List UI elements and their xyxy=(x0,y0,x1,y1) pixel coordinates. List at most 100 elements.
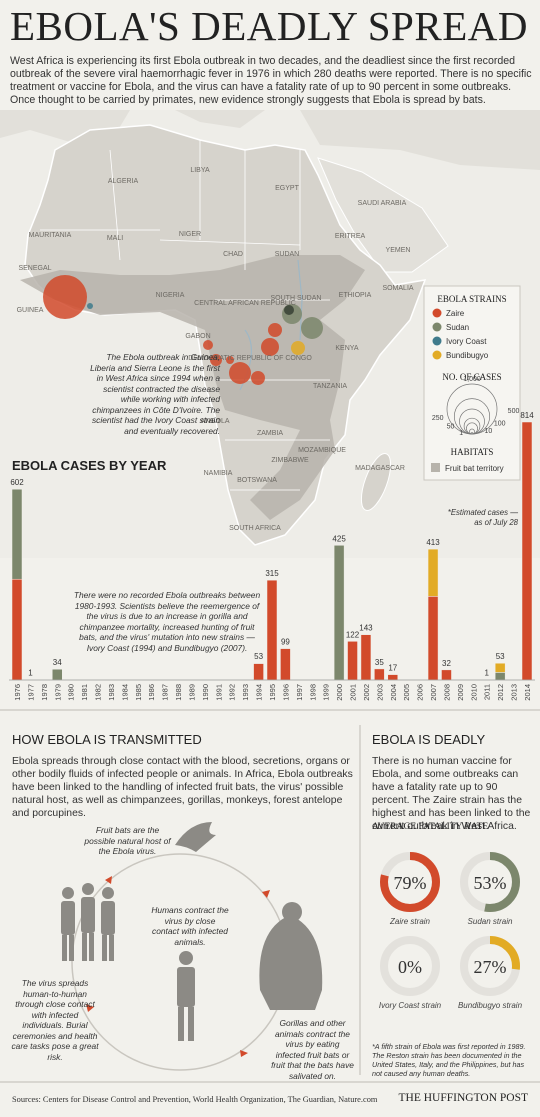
x-tick-label: 2003 xyxy=(375,684,384,701)
total-label: 814 xyxy=(520,411,534,420)
country-label: ERITREA xyxy=(335,233,366,240)
country-label: MADAGASCAR xyxy=(355,465,405,472)
x-tick-label: 2012 xyxy=(496,684,505,701)
outbreak xyxy=(268,323,282,337)
x-tick-label: 1985 xyxy=(134,684,143,701)
country-label: NIGERIA xyxy=(156,292,185,299)
legend-swatch xyxy=(432,322,442,332)
map-annotation: The Ebola outbreak in Guinea, Liberia an… xyxy=(90,352,220,436)
size-key xyxy=(470,432,474,435)
donut-value: 79% xyxy=(394,873,427,893)
x-tick-label: 1998 xyxy=(308,684,317,701)
outbreak xyxy=(210,354,222,366)
donut-value: 0% xyxy=(398,957,422,977)
chart-annotation: There were no recorded Ebola outbreaks b… xyxy=(73,590,261,653)
country-label: SOUTH AFRICA xyxy=(229,525,281,532)
x-tick-label: 2004 xyxy=(389,684,398,701)
legend-swatch xyxy=(432,308,442,318)
donut-track xyxy=(380,936,440,996)
x-tick-label: 2011 xyxy=(483,684,492,700)
legend-box xyxy=(423,285,521,481)
country-label: SENEGAL xyxy=(18,265,51,272)
donut-value: 53% xyxy=(474,873,507,893)
country-label: CENTRAL AFRICAN REPUBLIC xyxy=(194,300,296,307)
step-caption: Fruit bats are the possible natural host… xyxy=(84,825,171,856)
country-label: GABON xyxy=(185,333,210,340)
outbreak xyxy=(251,371,265,385)
x-tick-label: 2005 xyxy=(402,684,411,701)
x-tick-label: 1990 xyxy=(201,684,210,701)
country-label: SAUDI ARABIA xyxy=(358,200,407,207)
outbreak-circles xyxy=(43,275,323,385)
x-tick-label: 1988 xyxy=(174,684,183,701)
bar xyxy=(280,648,291,681)
x-tick-label: 2000 xyxy=(335,684,344,701)
chart-note: *Estimated cases — as of July 28 xyxy=(447,508,518,527)
chart-title: EBOLA CASES BY YEAR xyxy=(12,458,167,473)
donut-label: Sudan strain xyxy=(468,917,513,926)
x-tick-label: 1987 xyxy=(161,684,170,701)
legend-title: HABITATS xyxy=(451,447,494,457)
donut-label: Bundibugyo strain xyxy=(458,1001,523,1010)
size-key-label: 100 xyxy=(494,421,506,428)
country-label: ETHIOPIA xyxy=(339,292,372,299)
size-key-label: 10 xyxy=(485,428,493,435)
bar xyxy=(521,421,533,681)
bar xyxy=(11,578,23,681)
intro: West Africa is experiencing its first Eb… xyxy=(10,55,532,106)
donut-value: 27% xyxy=(474,957,507,977)
size-key-label: 500 xyxy=(508,408,520,415)
x-tick-label: 1984 xyxy=(120,684,129,701)
total-label: 122 xyxy=(346,630,360,639)
outbreak xyxy=(203,340,213,350)
size-key-label: 250 xyxy=(432,415,444,422)
x-tick-label: 1995 xyxy=(268,684,277,701)
x-tick-label: 1989 xyxy=(187,684,196,701)
country-label: CHAD xyxy=(223,251,243,258)
legend-label: Ivory Coast xyxy=(446,337,487,346)
size-key-label: 50 xyxy=(447,424,455,431)
country-label: GUINEA xyxy=(17,307,44,314)
donut-label: Ivory Coast strain xyxy=(379,1001,442,1010)
country-label: MAURITANIA xyxy=(29,232,72,239)
country-label: SUDAN xyxy=(275,251,300,258)
bar xyxy=(427,548,439,597)
total-label: 413 xyxy=(426,538,440,547)
europe-land xyxy=(0,110,540,170)
bar xyxy=(374,668,385,681)
fruit-bat-territory xyxy=(20,255,365,520)
country-label: ANGOLA xyxy=(200,418,230,425)
bar xyxy=(347,641,358,681)
total-label: 32 xyxy=(442,659,451,668)
total-label: 143 xyxy=(359,624,373,633)
x-tick-label: 2001 xyxy=(349,684,358,701)
x-tick-label: 1999 xyxy=(322,684,331,701)
outbreak xyxy=(87,303,93,309)
country-label: BOTSWANA xyxy=(237,477,277,484)
bar xyxy=(333,545,345,681)
section-title: EBOLA IS DEADLY xyxy=(372,732,486,747)
x-tick-label: 1977 xyxy=(26,684,35,701)
total-label: 1 xyxy=(485,669,490,678)
size-key-label: 1,000 xyxy=(463,376,481,383)
country-label: YEMEN xyxy=(386,247,411,254)
bar xyxy=(387,674,399,681)
rate-title: AVERAGE FATALITY RATE xyxy=(372,822,489,832)
bar xyxy=(253,663,264,681)
x-tick-label: 1979 xyxy=(53,684,62,701)
outbreak xyxy=(229,362,251,384)
country-label: MOZAMBIQUE xyxy=(298,447,346,454)
country-label: ALGERIA xyxy=(108,178,139,185)
arabia-land xyxy=(317,157,449,273)
donut-arc xyxy=(460,852,520,912)
country-label: EGYPT xyxy=(275,185,299,192)
x-tick-label: 1982 xyxy=(94,684,103,701)
donut-label: Zaire strain xyxy=(389,917,431,926)
outbreak xyxy=(284,305,294,315)
x-tick-label: 1992 xyxy=(228,684,237,701)
x-tick-label: 2013 xyxy=(510,684,519,701)
x-tick-label: 1986 xyxy=(147,684,156,701)
x-tick-label: 2008 xyxy=(442,684,451,701)
x-tick-label: 2007 xyxy=(429,684,438,701)
bar xyxy=(494,672,506,681)
